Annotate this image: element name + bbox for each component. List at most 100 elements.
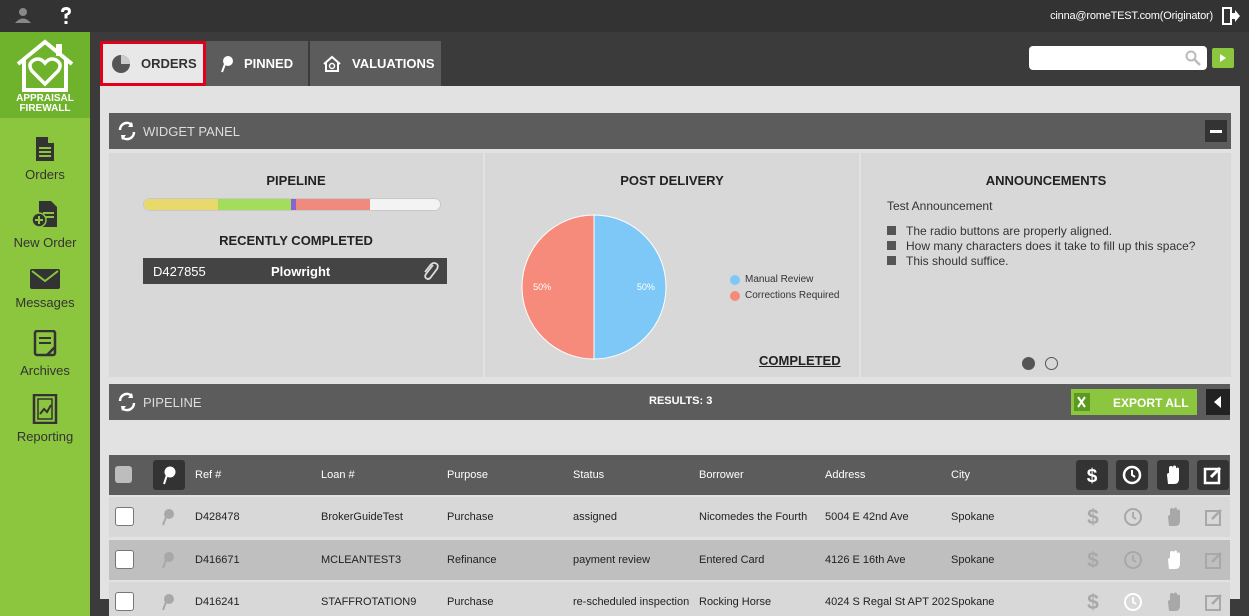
pipeline-segment[interactable] xyxy=(370,199,440,210)
pie-slice[interactable] xyxy=(593,214,667,360)
pipeline-title: PIPELINE xyxy=(143,395,202,410)
app-logo[interactable]: APPRAISAL FIREWALL xyxy=(0,32,90,118)
sidebar-item-messages[interactable]: Messages xyxy=(0,268,90,332)
table-row[interactable]: D428478 BrokerGuideTest Purchase assigned Ni… xyxy=(109,497,1230,537)
cell-purpose: Purchase xyxy=(447,511,494,523)
clock-icon[interactable] xyxy=(1123,550,1143,573)
search-input[interactable] xyxy=(1029,46,1179,70)
pin-icon xyxy=(163,466,176,485)
refresh-icon[interactable] xyxy=(117,392,137,415)
sidebar-item-label: Orders xyxy=(25,167,65,182)
tab-pinned[interactable]: PINNED xyxy=(206,41,308,86)
hand-icon[interactable] xyxy=(1165,592,1183,615)
cell-status: assigned xyxy=(573,511,618,523)
column-header-loan[interactable]: Loan # xyxy=(321,469,355,481)
logo-line-2: FIREWALL xyxy=(19,103,71,114)
pipeline-segment[interactable] xyxy=(144,199,218,210)
column-header-status[interactable]: Status xyxy=(573,469,605,481)
clock-icon[interactable] xyxy=(1123,507,1143,530)
completed-link[interactable]: COMPLETED xyxy=(759,353,841,368)
column-header-address[interactable]: Address xyxy=(825,469,866,481)
svg-text:$: $ xyxy=(1087,466,1098,485)
pin-icon[interactable] xyxy=(161,508,175,529)
table-row[interactable]: D416241 STAFFROTATION9 Purchase re-schedule… xyxy=(109,582,1230,616)
legend-swatch xyxy=(730,274,740,285)
legend-item: Corrections Required xyxy=(730,290,840,301)
help-icon[interactable] xyxy=(58,6,74,29)
logout-icon[interactable] xyxy=(1221,6,1241,29)
sidebar-item-orders[interactable]: Orders xyxy=(0,136,90,200)
row-checkbox[interactable] xyxy=(115,550,134,569)
table-row[interactable]: D416671 MCLEANTEST3 Refinance payment revie… xyxy=(109,540,1230,580)
excel-icon xyxy=(1073,392,1091,415)
row-checkbox[interactable] xyxy=(115,592,134,611)
dollar-icon[interactable]: $ xyxy=(1086,506,1100,531)
pin-icon[interactable] xyxy=(161,551,175,572)
arrow-left-icon xyxy=(1214,396,1221,408)
document-icon xyxy=(36,137,54,161)
paperclip-icon[interactable] xyxy=(421,261,439,284)
pie-slice-label: 50% xyxy=(637,282,655,292)
user-icon[interactable] xyxy=(14,6,32,27)
sidebar-item-label: Archives xyxy=(20,363,70,378)
refresh-icon[interactable] xyxy=(117,121,137,144)
column-header-borrower[interactable]: Borrower xyxy=(699,469,744,481)
pipeline-segment[interactable] xyxy=(290,199,297,210)
new-document-icon xyxy=(31,201,57,228)
clock-icon xyxy=(1122,465,1142,485)
pin-icon[interactable] xyxy=(161,593,175,614)
sidebar-item-reporting[interactable]: Reporting xyxy=(0,394,90,458)
pipeline-progress-bar[interactable] xyxy=(143,198,441,211)
main-area: ORDERS PINNED VALUATIONS WIDGET PANEL PI… xyxy=(90,32,1249,616)
column-header-ref[interactable]: Ref # xyxy=(195,469,222,481)
announcement-subtitle: Test Announcement xyxy=(887,199,993,213)
edit-column-button[interactable] xyxy=(1197,460,1229,490)
collapse-arrow-button[interactable] xyxy=(1206,389,1230,415)
clock-icon[interactable] xyxy=(1123,592,1143,615)
carousel-dot-active[interactable] xyxy=(1022,357,1035,370)
table-header: Ref # Loan # Purpose Status Borrower Add… xyxy=(109,455,1230,495)
hand-icon[interactable] xyxy=(1165,507,1183,530)
hand-column-button[interactable] xyxy=(1157,460,1189,490)
edit-icon[interactable] xyxy=(1204,550,1224,573)
edit-icon[interactable] xyxy=(1204,507,1224,530)
dollar-column-button[interactable]: $ xyxy=(1076,460,1108,490)
carousel-dot[interactable] xyxy=(1045,357,1058,370)
tab-orders[interactable]: ORDERS xyxy=(100,41,206,86)
sidebar-item-label: Reporting xyxy=(16,429,74,444)
post-delivery-pie-chart[interactable]: 50% 50% xyxy=(514,207,674,367)
pie-slice[interactable] xyxy=(521,214,595,360)
column-header-purpose[interactable]: Purpose xyxy=(447,469,488,481)
select-all-checkbox[interactable] xyxy=(115,466,132,483)
dollar-icon[interactable]: $ xyxy=(1086,549,1100,574)
collapse-button[interactable] xyxy=(1205,120,1227,142)
recently-completed-name: Plowright xyxy=(271,264,331,279)
announcements-title: ANNOUNCEMENTS xyxy=(985,173,1107,188)
pipeline-segment[interactable] xyxy=(218,199,291,210)
hand-icon[interactable] xyxy=(1165,550,1183,573)
legend-swatch xyxy=(730,290,740,301)
cell-ref: D416671 xyxy=(195,554,240,566)
clock-column-button[interactable] xyxy=(1116,460,1148,490)
pin-column-button[interactable] xyxy=(153,460,185,490)
post-delivery-widget: POST DELIVERY 50% 50% Manual Review Corre… xyxy=(485,153,859,377)
sidebar-item-label: Messages xyxy=(15,295,75,310)
pipeline-header: PIPELINE RESULTS: 3 EXPORT ALL xyxy=(109,384,1230,420)
pipeline-segment[interactable] xyxy=(296,199,371,210)
cell-loan: STAFFROTATION9 xyxy=(321,596,417,608)
column-header-city[interactable]: City xyxy=(951,469,970,481)
recently-completed-row[interactable]: D427855 Plowright xyxy=(143,258,447,284)
row-checkbox[interactable] xyxy=(115,507,134,526)
logo-line-1: APPRAISAL xyxy=(16,93,74,104)
edit-icon[interactable] xyxy=(1204,592,1224,615)
export-all-button[interactable]: EXPORT ALL xyxy=(1071,389,1197,415)
search-icon[interactable] xyxy=(1185,50,1201,69)
dollar-icon[interactable]: $ xyxy=(1086,591,1100,616)
cell-loan: BrokerGuideTest xyxy=(321,511,403,523)
sidebar-item-archives[interactable]: Archives xyxy=(0,330,90,394)
search-go-button[interactable] xyxy=(1212,48,1234,68)
user-email: cinna@romeTEST.com(Originator) xyxy=(1050,10,1213,22)
sidebar-item-new-order[interactable]: New Order xyxy=(0,200,90,264)
archive-icon xyxy=(33,330,57,357)
tab-valuations[interactable]: VALUATIONS xyxy=(310,41,441,86)
